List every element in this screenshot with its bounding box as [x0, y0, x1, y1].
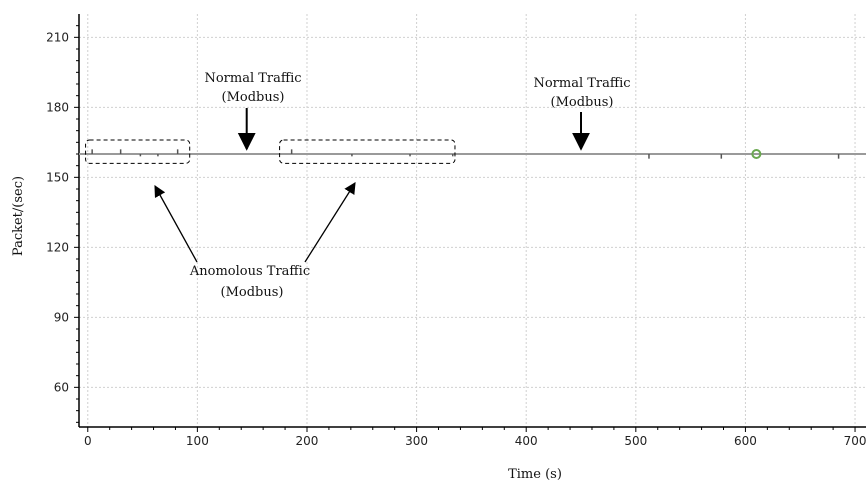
x-tick-label: 0	[84, 434, 92, 448]
x-tick-label: 500	[624, 434, 647, 448]
x-tick-label: 400	[515, 434, 538, 448]
y-axis-title: Packet/(sec)	[11, 176, 26, 256]
x-tick-label: 600	[734, 434, 757, 448]
y-tick-label: 60	[54, 380, 69, 394]
y-tick-label: 180	[46, 100, 69, 114]
normal-traffic-sub-2: (Modbus)	[551, 95, 614, 110]
annotations: Normal Traffic (Modbus) Normal Traffic (…	[85, 71, 631, 300]
anomalous-traffic-label: Anomolous Traffic	[189, 264, 310, 279]
y-tick-label: 150	[46, 170, 69, 184]
grid	[79, 14, 866, 427]
x-tick-label: 300	[405, 434, 428, 448]
anomalous-traffic-sub: (Modbus)	[221, 285, 284, 300]
x-tick-label: 700	[844, 434, 866, 448]
anomaly-box	[279, 139, 456, 164]
normal-traffic-sub-1: (Modbus)	[222, 90, 285, 105]
y-tick-label: 120	[46, 240, 69, 254]
normal-traffic-label-1: Normal Traffic	[204, 71, 301, 86]
y-tick-label: 210	[46, 30, 69, 44]
axes: 60 90 120 150 180 210 0 100 200 300 400 500 600 700	[46, 14, 866, 448]
anomalous-arrow	[154, 184, 198, 263]
x-tick-label: 100	[186, 434, 209, 448]
x-tick-label: 200	[296, 434, 319, 448]
anomaly-box	[85, 139, 191, 164]
normal-traffic-label-2: Normal Traffic	[533, 76, 630, 91]
series	[79, 149, 866, 159]
anomalous-arrow	[304, 182, 356, 263]
current-point-marker	[751, 149, 762, 159]
x-axis-title: Time (s)	[508, 467, 562, 481]
y-tick-label: 90	[54, 310, 69, 324]
